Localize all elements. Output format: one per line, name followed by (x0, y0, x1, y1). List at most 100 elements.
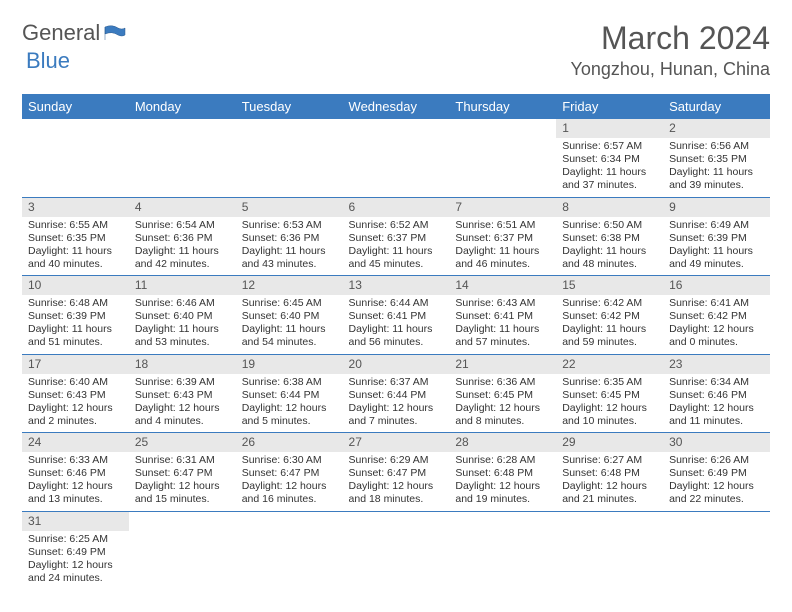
day-details: Sunrise: 6:57 AMSunset: 6:34 PMDaylight:… (556, 138, 663, 197)
sunset-text: Sunset: 6:44 PM (242, 389, 337, 402)
calendar-cell: 25Sunrise: 6:31 AMSunset: 6:47 PMDayligh… (129, 433, 236, 512)
sunset-text: Sunset: 6:44 PM (349, 389, 444, 402)
day-number: 7 (449, 198, 556, 217)
day-header: Saturday (663, 94, 770, 119)
daylight-text: Daylight: 11 hours and 56 minutes. (349, 323, 444, 349)
day-details: Sunrise: 6:40 AMSunset: 6:43 PMDaylight:… (22, 374, 129, 433)
daylight-text: Daylight: 12 hours and 15 minutes. (135, 480, 230, 506)
calendar-cell: 3Sunrise: 6:55 AMSunset: 6:35 PMDaylight… (22, 197, 129, 276)
sunset-text: Sunset: 6:48 PM (455, 467, 550, 480)
day-number: 17 (22, 355, 129, 374)
sunset-text: Sunset: 6:40 PM (135, 310, 230, 323)
day-number: 27 (343, 433, 450, 452)
sunrise-text: Sunrise: 6:34 AM (669, 376, 764, 389)
day-details: Sunrise: 6:56 AMSunset: 6:35 PMDaylight:… (663, 138, 770, 197)
sunrise-text: Sunrise: 6:27 AM (562, 454, 657, 467)
day-details: Sunrise: 6:52 AMSunset: 6:37 PMDaylight:… (343, 217, 450, 276)
calendar-cell: 31Sunrise: 6:25 AMSunset: 6:49 PMDayligh… (22, 511, 129, 589)
calendar-row: 24Sunrise: 6:33 AMSunset: 6:46 PMDayligh… (22, 433, 770, 512)
sunrise-text: Sunrise: 6:44 AM (349, 297, 444, 310)
calendar-row: 31Sunrise: 6:25 AMSunset: 6:49 PMDayligh… (22, 511, 770, 589)
daylight-text: Daylight: 11 hours and 54 minutes. (242, 323, 337, 349)
daylight-text: Daylight: 11 hours and 37 minutes. (562, 166, 657, 192)
day-number: 14 (449, 276, 556, 295)
daylight-text: Daylight: 11 hours and 45 minutes. (349, 245, 444, 271)
sunrise-text: Sunrise: 6:38 AM (242, 376, 337, 389)
day-number: 23 (663, 355, 770, 374)
day-details: Sunrise: 6:50 AMSunset: 6:38 PMDaylight:… (556, 217, 663, 276)
day-details: Sunrise: 6:33 AMSunset: 6:46 PMDaylight:… (22, 452, 129, 511)
calendar-cell (236, 511, 343, 589)
sunrise-text: Sunrise: 6:48 AM (28, 297, 123, 310)
day-details: Sunrise: 6:53 AMSunset: 6:36 PMDaylight:… (236, 217, 343, 276)
title-block: March 2024 Yongzhou, Hunan, China (571, 20, 771, 80)
sunset-text: Sunset: 6:47 PM (349, 467, 444, 480)
day-number: 25 (129, 433, 236, 452)
calendar-cell (343, 119, 450, 197)
day-number: 2 (663, 119, 770, 138)
calendar-cell: 23Sunrise: 6:34 AMSunset: 6:46 PMDayligh… (663, 354, 770, 433)
day-details: Sunrise: 6:54 AMSunset: 6:36 PMDaylight:… (129, 217, 236, 276)
day-number: 21 (449, 355, 556, 374)
calendar-cell: 16Sunrise: 6:41 AMSunset: 6:42 PMDayligh… (663, 276, 770, 355)
month-title: March 2024 (571, 20, 771, 57)
daylight-text: Daylight: 12 hours and 24 minutes. (28, 559, 123, 585)
calendar-cell: 27Sunrise: 6:29 AMSunset: 6:47 PMDayligh… (343, 433, 450, 512)
day-details: Sunrise: 6:34 AMSunset: 6:46 PMDaylight:… (663, 374, 770, 433)
day-details: Sunrise: 6:25 AMSunset: 6:49 PMDaylight:… (22, 531, 129, 590)
daylight-text: Daylight: 12 hours and 18 minutes. (349, 480, 444, 506)
sunrise-text: Sunrise: 6:46 AM (135, 297, 230, 310)
calendar-cell: 29Sunrise: 6:27 AMSunset: 6:48 PMDayligh… (556, 433, 663, 512)
calendar-cell: 5Sunrise: 6:53 AMSunset: 6:36 PMDaylight… (236, 197, 343, 276)
calendar-cell: 7Sunrise: 6:51 AMSunset: 6:37 PMDaylight… (449, 197, 556, 276)
day-details: Sunrise: 6:38 AMSunset: 6:44 PMDaylight:… (236, 374, 343, 433)
calendar-cell: 4Sunrise: 6:54 AMSunset: 6:36 PMDaylight… (129, 197, 236, 276)
sunrise-text: Sunrise: 6:30 AM (242, 454, 337, 467)
calendar-cell: 22Sunrise: 6:35 AMSunset: 6:45 PMDayligh… (556, 354, 663, 433)
sunset-text: Sunset: 6:42 PM (562, 310, 657, 323)
sunset-text: Sunset: 6:37 PM (349, 232, 444, 245)
sunset-text: Sunset: 6:36 PM (135, 232, 230, 245)
calendar-cell: 9Sunrise: 6:49 AMSunset: 6:39 PMDaylight… (663, 197, 770, 276)
day-details: Sunrise: 6:48 AMSunset: 6:39 PMDaylight:… (22, 295, 129, 354)
sunset-text: Sunset: 6:35 PM (28, 232, 123, 245)
daylight-text: Daylight: 12 hours and 2 minutes. (28, 402, 123, 428)
sunrise-text: Sunrise: 6:42 AM (562, 297, 657, 310)
daylight-text: Daylight: 11 hours and 53 minutes. (135, 323, 230, 349)
sunrise-text: Sunrise: 6:54 AM (135, 219, 230, 232)
calendar-cell: 10Sunrise: 6:48 AMSunset: 6:39 PMDayligh… (22, 276, 129, 355)
calendar-cell: 8Sunrise: 6:50 AMSunset: 6:38 PMDaylight… (556, 197, 663, 276)
calendar-row: 1Sunrise: 6:57 AMSunset: 6:34 PMDaylight… (22, 119, 770, 197)
day-number: 11 (129, 276, 236, 295)
sunset-text: Sunset: 6:42 PM (669, 310, 764, 323)
day-number: 19 (236, 355, 343, 374)
sunset-text: Sunset: 6:36 PM (242, 232, 337, 245)
daylight-text: Daylight: 11 hours and 57 minutes. (455, 323, 550, 349)
daylight-text: Daylight: 12 hours and 11 minutes. (669, 402, 764, 428)
daylight-text: Daylight: 11 hours and 40 minutes. (28, 245, 123, 271)
sunrise-text: Sunrise: 6:28 AM (455, 454, 550, 467)
calendar-body: 1Sunrise: 6:57 AMSunset: 6:34 PMDaylight… (22, 119, 770, 589)
calendar-cell (236, 119, 343, 197)
sunset-text: Sunset: 6:49 PM (669, 467, 764, 480)
calendar-cell (343, 511, 450, 589)
day-number: 20 (343, 355, 450, 374)
day-number: 15 (556, 276, 663, 295)
sunrise-text: Sunrise: 6:53 AM (242, 219, 337, 232)
day-details: Sunrise: 6:42 AMSunset: 6:42 PMDaylight:… (556, 295, 663, 354)
sunset-text: Sunset: 6:34 PM (562, 153, 657, 166)
day-details: Sunrise: 6:26 AMSunset: 6:49 PMDaylight:… (663, 452, 770, 511)
location: Yongzhou, Hunan, China (571, 59, 771, 80)
calendar-cell (129, 511, 236, 589)
sunset-text: Sunset: 6:48 PM (562, 467, 657, 480)
day-number: 16 (663, 276, 770, 295)
calendar-table: Sunday Monday Tuesday Wednesday Thursday… (22, 94, 770, 589)
day-details: Sunrise: 6:39 AMSunset: 6:43 PMDaylight:… (129, 374, 236, 433)
sunrise-text: Sunrise: 6:56 AM (669, 140, 764, 153)
day-details: Sunrise: 6:45 AMSunset: 6:40 PMDaylight:… (236, 295, 343, 354)
day-details: Sunrise: 6:51 AMSunset: 6:37 PMDaylight:… (449, 217, 556, 276)
sunset-text: Sunset: 6:43 PM (135, 389, 230, 402)
daylight-text: Daylight: 12 hours and 8 minutes. (455, 402, 550, 428)
sunrise-text: Sunrise: 6:49 AM (669, 219, 764, 232)
day-details: Sunrise: 6:27 AMSunset: 6:48 PMDaylight:… (556, 452, 663, 511)
